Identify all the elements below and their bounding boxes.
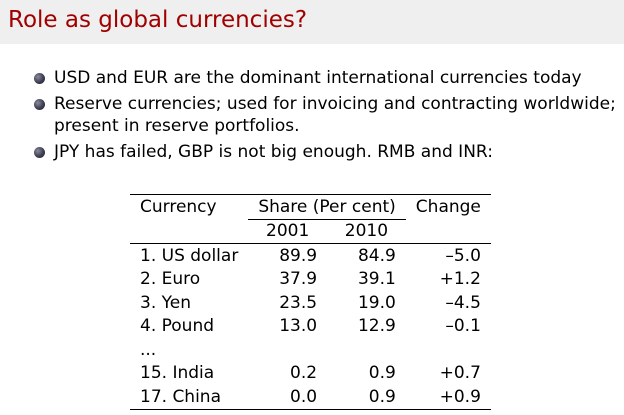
- column-header-currency: Currency: [140, 197, 217, 217]
- table-row: 1. US dollar 89.9 84.9 –5.0: [130, 244, 491, 268]
- cell-currency: 4. Pound: [140, 316, 215, 337]
- cell-2001: [248, 338, 327, 362]
- cell-2001: 37.9: [279, 269, 318, 290]
- cell-change: +0.7: [439, 363, 481, 384]
- cell-currency: 15. India: [140, 363, 215, 384]
- cell-change: [406, 338, 491, 362]
- bullet-text: Reserve currencies; used for invoicing a…: [54, 93, 616, 137]
- column-header-change: Change: [415, 197, 481, 217]
- table-row: 15. India 0.2 0.9 +0.7: [130, 362, 491, 386]
- cell-currency: 2. Euro: [140, 269, 201, 290]
- cell-2001: 0.2: [290, 363, 318, 384]
- cell-2001: 89.9: [279, 245, 318, 266]
- cell-2010: 12.9: [357, 316, 396, 337]
- table-row: 17. China 0.0 0.9 +0.9: [130, 385, 491, 409]
- column-header-2010: 2010: [344, 221, 389, 242]
- cell-2010: 84.9: [357, 245, 396, 266]
- header-spacer: [130, 219, 248, 244]
- cell-2001: 13.0: [279, 316, 318, 337]
- header-spacer: [406, 219, 491, 244]
- cell-change: –4.5: [445, 292, 481, 313]
- bullet-icon: [34, 98, 45, 110]
- column-header-share: Share (Per cent): [248, 194, 406, 220]
- cell-currency: 3. Yen: [140, 292, 191, 313]
- cell-change: –5.0: [445, 245, 481, 266]
- bullet-icon: [34, 73, 45, 84]
- table-row: 4. Pound 13.0 12.9 –0.1: [130, 315, 491, 339]
- bullet-item: JPY has failed, GBP is not big enough. R…: [34, 141, 619, 164]
- cell-2010: 0.9: [368, 363, 396, 384]
- cell-2010: [327, 338, 406, 362]
- cell-currency: 1. US dollar: [140, 245, 239, 266]
- cell-2010: 39.1: [357, 269, 396, 290]
- bullet-item: USD and EUR are the dominant internation…: [34, 67, 619, 90]
- table-row: ...: [130, 338, 491, 362]
- cell-change: +0.9: [439, 386, 481, 407]
- cell-2010: 0.9: [368, 386, 396, 407]
- cell-2010: 19.0: [357, 292, 396, 313]
- currency-share-table: Currency Share (Per cent) Change 2001 20…: [130, 194, 491, 410]
- table-row: 2. Euro 37.9 39.1 +1.2: [130, 268, 491, 292]
- bullet-icon: [34, 146, 45, 158]
- cell-2001: 23.5: [279, 292, 318, 313]
- cell-2001: 0.0: [290, 386, 318, 407]
- cell-change: –0.1: [445, 316, 481, 337]
- table-row: 3. Yen 23.5 19.0 –4.5: [130, 291, 491, 315]
- bullet-item: Reserve currencies; used for invoicing a…: [34, 93, 619, 138]
- bullet-text: JPY has failed, GBP is not big enough. R…: [54, 141, 493, 162]
- cell-currency: 17. China: [140, 386, 221, 407]
- column-header-2001: 2001: [266, 221, 310, 242]
- currency-table-container: Currency Share (Per cent) Change 2001 20…: [130, 194, 491, 410]
- title-bar: Role as global currencies?: [0, 0, 624, 44]
- cell-currency: ...: [140, 339, 157, 360]
- bullet-text: USD and EUR are the dominant internation…: [54, 68, 582, 88]
- bullet-list: USD and EUR are the dominant internation…: [34, 67, 619, 166]
- slide-title: Role as global currencies?: [8, 7, 308, 33]
- cell-change: +1.2: [439, 269, 481, 290]
